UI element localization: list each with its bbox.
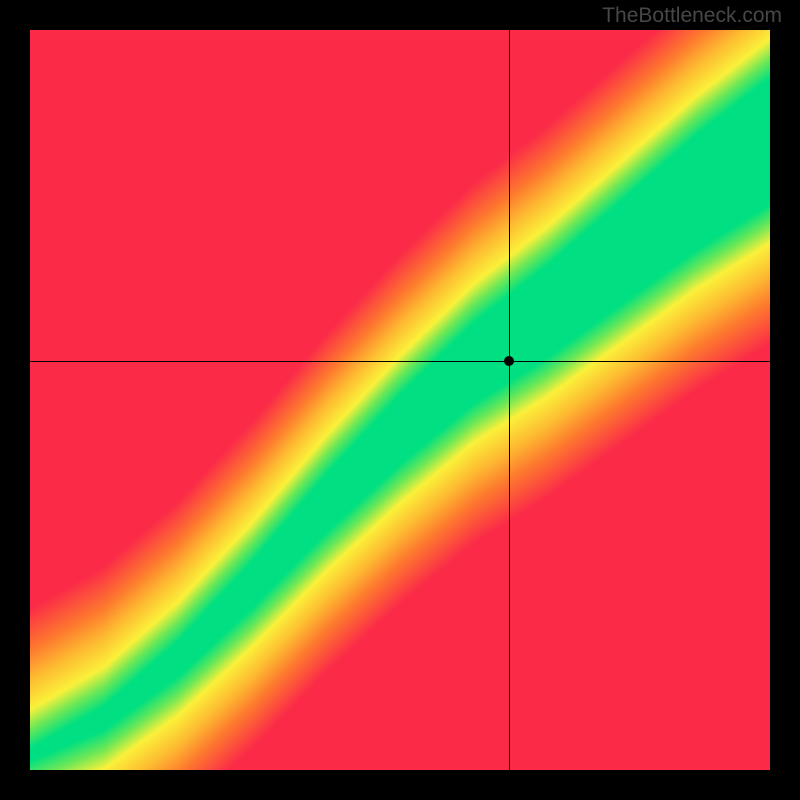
crosshair-vertical [509, 30, 510, 770]
heatmap-canvas [30, 30, 770, 770]
heatmap-plot [30, 30, 770, 770]
watermark-text: TheBottleneck.com [602, 4, 782, 28]
crosshair-horizontal [30, 361, 770, 362]
crosshair-marker-dot [504, 356, 514, 366]
